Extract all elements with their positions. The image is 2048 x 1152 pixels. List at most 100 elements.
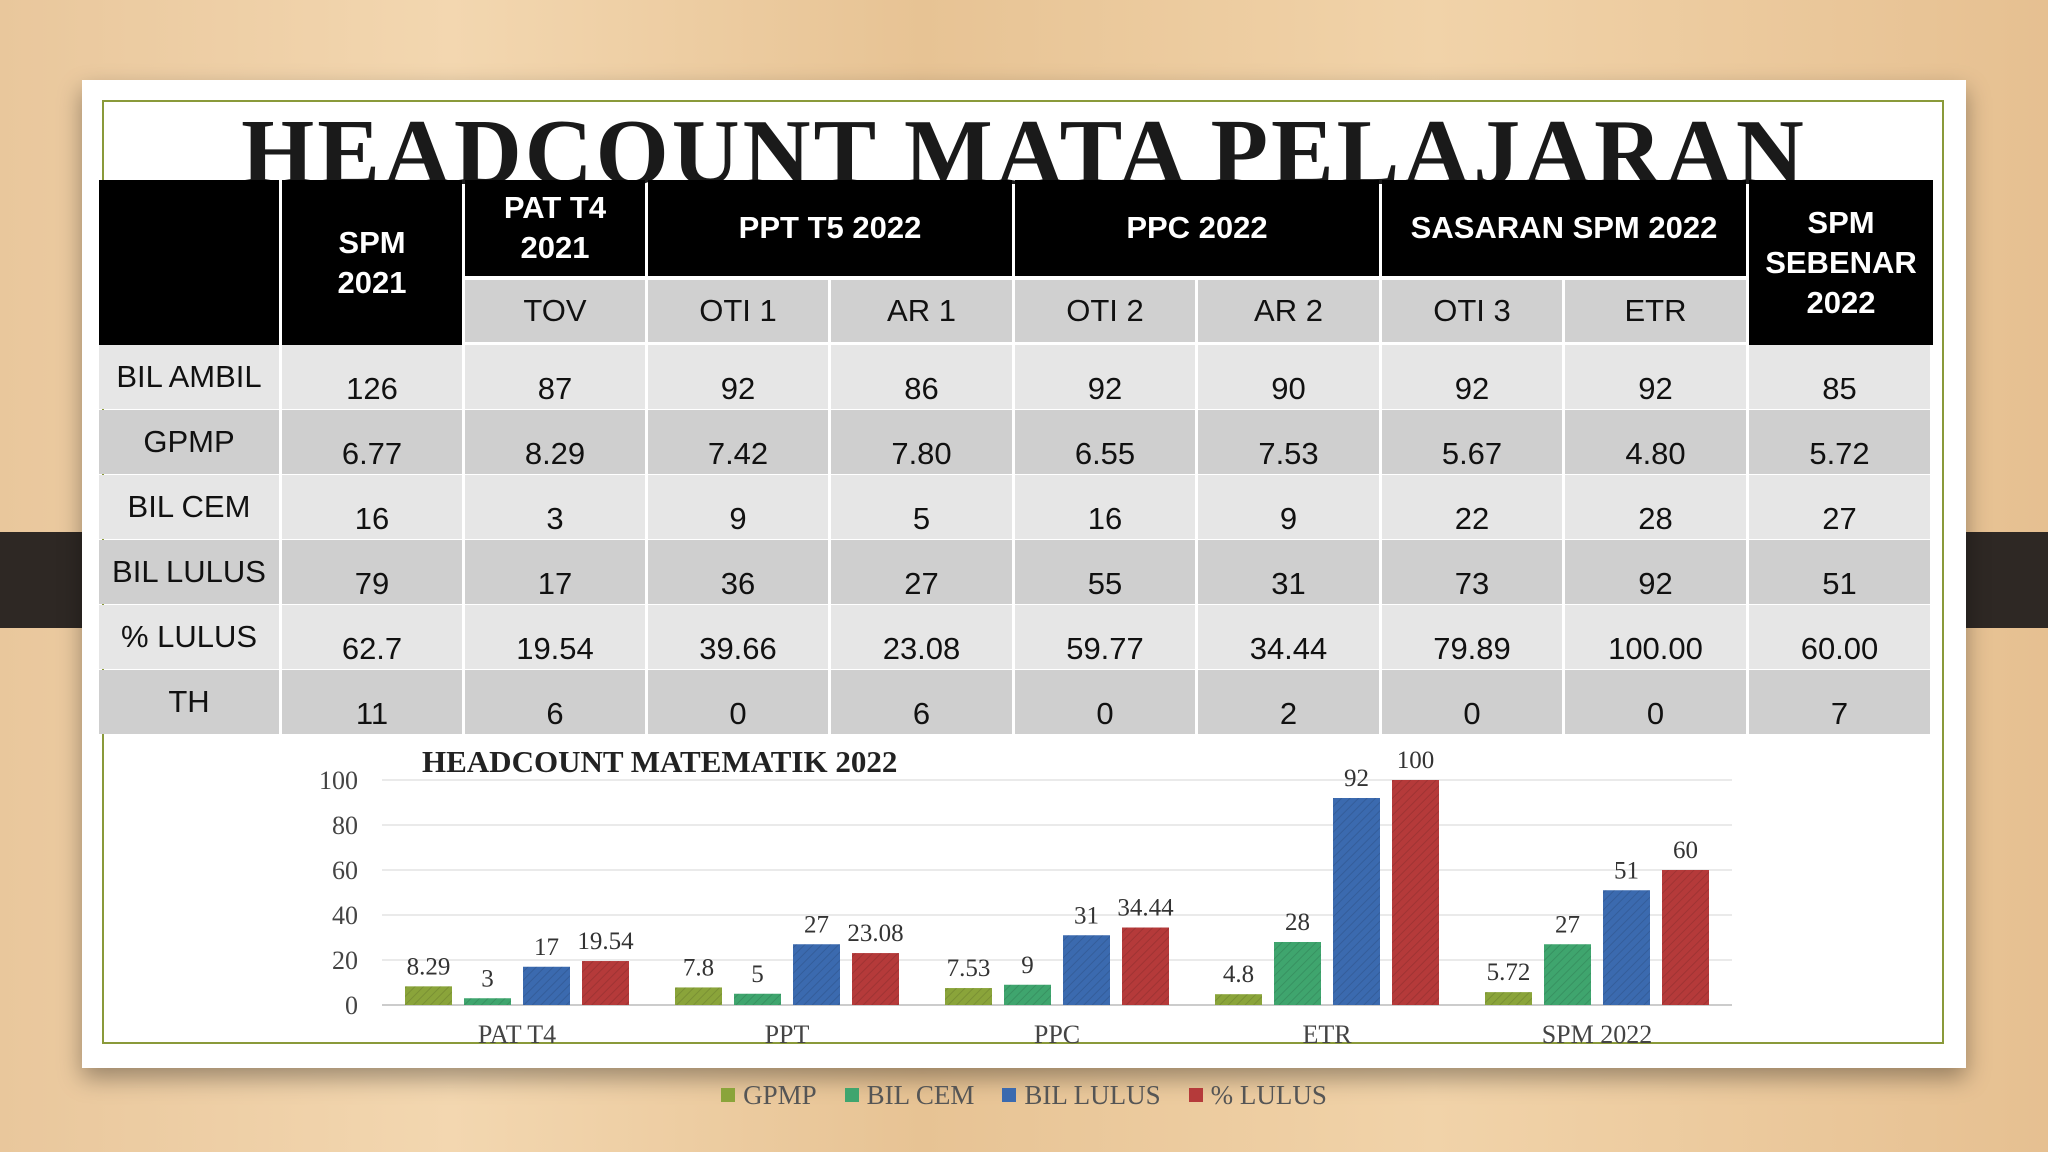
table-cell: 90 [1198, 345, 1382, 409]
data-label: 60 [1673, 837, 1698, 864]
table-cell: 7.53 [1198, 410, 1382, 474]
table-cell: 92 [1565, 345, 1749, 409]
header-spm-2021-label: SPM 2021 [337, 224, 407, 300]
bar-texture [1215, 994, 1262, 1005]
legend-swatch [1188, 1088, 1203, 1102]
data-label: 3 [481, 965, 494, 992]
bar-texture [945, 988, 992, 1005]
data-label: 19.54 [577, 928, 634, 955]
bar-texture [523, 966, 570, 1005]
bar-texture [793, 944, 840, 1005]
table-cell: 92 [648, 345, 831, 409]
legend-item: BIL CEM [844, 1080, 974, 1111]
data-label: 51 [1614, 857, 1639, 884]
table-cell: 17 [465, 540, 648, 604]
bar-texture [582, 961, 629, 1005]
x-tick-label: PAT T4 [478, 1020, 556, 1049]
subheader-tov: TOV [465, 280, 645, 342]
bar-texture [1333, 798, 1380, 1005]
y-tick-label: 100 [319, 766, 358, 795]
table-cell: 126 [282, 345, 465, 409]
table-cell: 9 [1198, 475, 1382, 539]
table-cell: 92 [1382, 345, 1565, 409]
table-cell: 5 [831, 475, 1015, 539]
table-cell: 87 [465, 345, 648, 409]
header-spm-sebenar-2022: SPM SEBENAR 2022 [1749, 180, 1933, 345]
chart-title: HEADCOUNT MATEMATIK 2022 [422, 744, 897, 779]
table-cell: 86 [831, 345, 1015, 409]
row-label: BIL CEM [99, 475, 282, 539]
subheader-ar-2: AR 2 [1198, 280, 1379, 342]
header-pat-t4-2021-label: PAT T4 2021 [503, 190, 607, 265]
table-cell: 5.67 [1382, 410, 1565, 474]
y-tick-label: 20 [332, 946, 358, 975]
x-tick-label: PPC [1034, 1020, 1080, 1049]
table-row: TH 11 6 0 6 0 2 0 0 7 [99, 670, 1933, 734]
legend-swatch [844, 1088, 859, 1102]
table-cell: 79 [282, 540, 465, 604]
header-ppc-2022: PPC 2022 [1015, 180, 1379, 276]
table-cell: 6.55 [1015, 410, 1198, 474]
data-label: 31 [1074, 902, 1099, 929]
y-tick-label: 0 [345, 991, 358, 1020]
data-label: 9 [1021, 952, 1034, 979]
data-label: 92 [1344, 765, 1369, 792]
data-label: 7.53 [947, 955, 991, 982]
table-cell: 73 [1382, 540, 1565, 604]
table-cell: 79.89 [1382, 605, 1565, 669]
table-cell: 92 [1565, 540, 1749, 604]
legend-swatch [1002, 1088, 1017, 1102]
table-cell: 7.42 [648, 410, 831, 474]
table-cell: 27 [831, 540, 1015, 604]
bar-texture [1662, 870, 1709, 1005]
data-label: 8.29 [407, 953, 451, 980]
table-cell: 22 [1382, 475, 1565, 539]
data-label: 4.8 [1223, 961, 1254, 988]
table-cell: 6.77 [282, 410, 465, 474]
data-label: 5.72 [1487, 959, 1531, 986]
table-cell: 28 [1565, 475, 1749, 539]
y-tick-label: 60 [332, 856, 358, 885]
subheader-ar-1: AR 1 [831, 280, 1012, 342]
legend-item: % LULUS [1188, 1079, 1327, 1111]
table-cell: 9 [648, 475, 831, 539]
x-tick-label: ETR [1302, 1020, 1352, 1049]
table-cell: 27 [1749, 475, 1933, 539]
wall-band-left [0, 532, 90, 628]
table-cell: 5.72 [1749, 410, 1933, 474]
legend-swatch [721, 1088, 736, 1102]
bar-texture [1544, 944, 1591, 1005]
header-spm-2021: SPM 2021 [282, 180, 462, 345]
subheader-oti-1: OTI 1 [648, 280, 828, 342]
y-tick-label: 40 [332, 901, 358, 930]
table-cell: 23.08 [831, 605, 1015, 669]
table-cell: 0 [1382, 670, 1565, 734]
data-label: 5 [751, 961, 764, 988]
legend-item: BIL LULUS [1002, 1079, 1161, 1111]
table-cell: 11 [282, 670, 465, 734]
table-cell: 92 [1015, 345, 1198, 409]
table-cell: 34.44 [1198, 605, 1382, 669]
table-cell: 2 [1198, 670, 1382, 734]
bar-texture [1603, 890, 1650, 1005]
legend-label: BIL LULUS [1024, 1079, 1161, 1110]
table-cell: 3 [465, 475, 648, 539]
table-cell: 7.80 [831, 410, 1015, 474]
table-cell: 0 [1015, 670, 1198, 734]
data-label: 27 [804, 911, 829, 938]
header-spm-sebenar-2022-label: SPM SEBENAR 2022 [1765, 204, 1917, 320]
bar-texture [1063, 935, 1110, 1005]
subheader-oti-3: OTI 3 [1382, 280, 1562, 342]
table-cell: 0 [1565, 670, 1749, 734]
table-corner [99, 180, 279, 345]
table-cell: 62.7 [282, 605, 465, 669]
subheader-oti-2: OTI 2 [1015, 280, 1195, 342]
bar-texture [1122, 927, 1169, 1005]
table-row: % LULUS 62.7 19.54 39.66 23.08 59.77 34.44 79.8… [99, 605, 1933, 669]
header-sasaran-spm-2022: SASARAN SPM 2022 [1382, 180, 1746, 276]
chart-legend: GPMP BIL CEM BIL LULUS % LULUS [0, 1078, 2048, 1111]
data-label: 23.08 [847, 920, 903, 947]
data-label: 28 [1285, 909, 1310, 936]
table-cell: 39.66 [648, 605, 831, 669]
legend-label: % LULUS [1210, 1079, 1327, 1110]
